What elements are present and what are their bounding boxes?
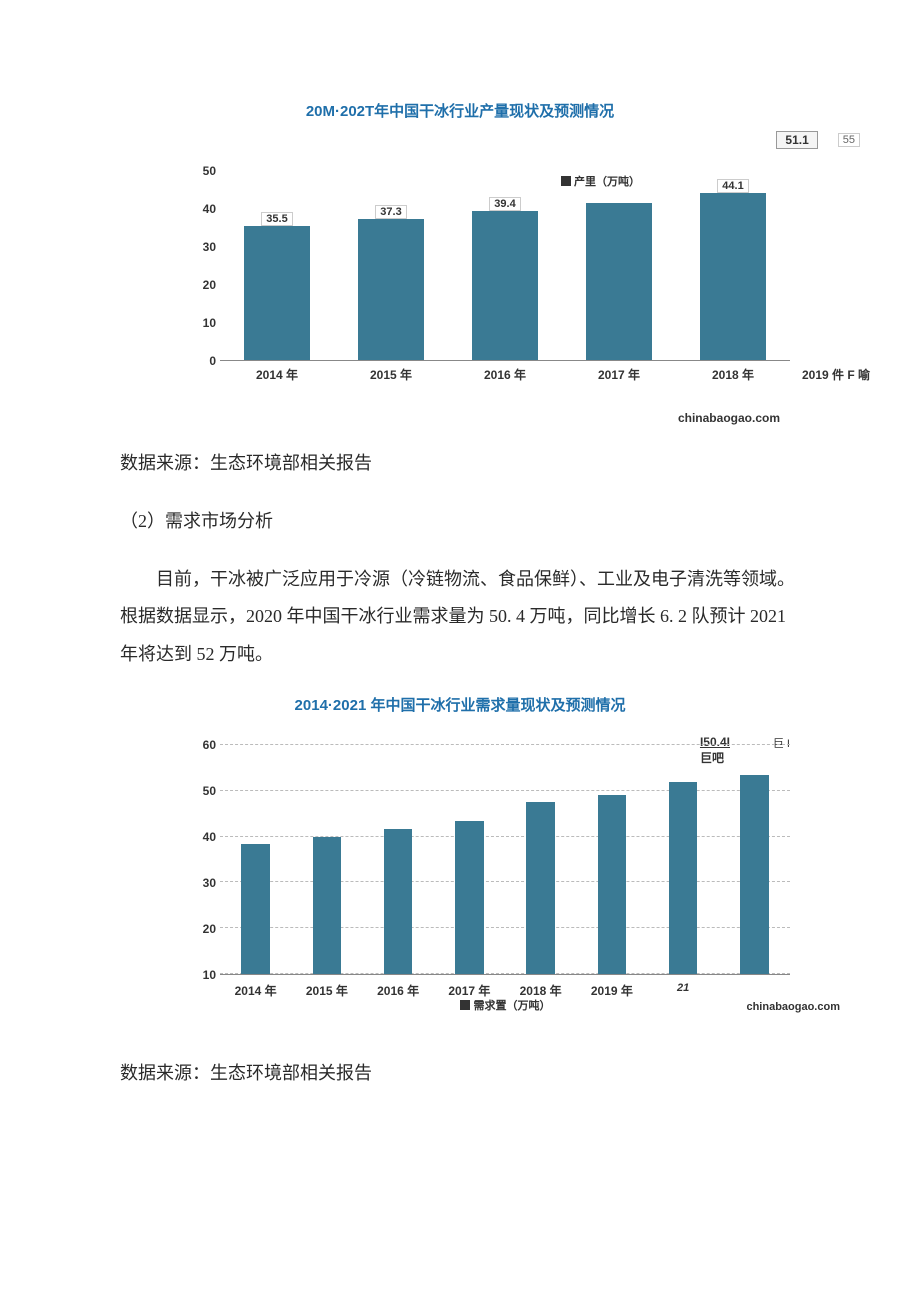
bar [526, 802, 555, 974]
bar-col [576, 745, 647, 974]
legend-text: 需求置（万吨） [474, 997, 551, 1013]
bar [472, 211, 538, 360]
ytick: 60 [188, 738, 216, 752]
bar [358, 219, 424, 360]
bar [586, 203, 652, 360]
bar-col [363, 745, 434, 974]
chart1-x-labels: 2014 年 2015 年 2016 年 2017 年 2018 年 [220, 366, 790, 383]
document-page: 20M·202T年中国干冰行业产量现状及预测情况 51.1 55 50 40 3… [0, 0, 920, 1193]
bar [241, 844, 270, 974]
ytick: 20 [188, 278, 216, 292]
ytick: 40 [188, 830, 216, 844]
bar [700, 193, 766, 360]
ytick: 0 [188, 354, 216, 368]
chart1-float-labels: 51.1 55 [776, 131, 860, 149]
bar-col: 44.1 [676, 171, 790, 360]
float-label-1: 55 [838, 133, 860, 147]
chart1-x-extra: 2019 件 F 喻 [802, 366, 870, 383]
bar-col [719, 745, 790, 974]
chart2-y-axis: 60 50 40 30 20 10 [190, 745, 218, 975]
bar-col: 37.3 [334, 171, 448, 360]
ytick: 50 [188, 164, 216, 178]
x-label: 2016 年 [448, 366, 562, 383]
ytick: 40 [188, 202, 216, 216]
bar [455, 821, 484, 974]
bar-col: 39.4 [448, 171, 562, 360]
source-text-1: 数据来源：生态环境部相关报告 [120, 445, 800, 483]
bar [313, 837, 342, 974]
chart2-bars [220, 745, 790, 974]
bar-value: 37.3 [375, 205, 406, 219]
chart1: 51.1 55 50 40 30 20 10 0 产里（万吨） 35.5 37. [180, 141, 800, 401]
ytick: 20 [188, 922, 216, 936]
bar-col [220, 745, 291, 974]
chart1-watermark: chinabaogao.com [120, 411, 800, 425]
chart2-watermark: chinabaogao.com [746, 1001, 840, 1013]
chart1-plot: 产里（万吨） 35.5 37.3 39.4 [220, 171, 790, 361]
ytick: 10 [188, 316, 216, 330]
float-label-0: 51.1 [776, 131, 817, 149]
ytick: 50 [188, 784, 216, 798]
x-label: 2015 年 [334, 366, 448, 383]
bar-col [562, 171, 676, 360]
chart2-legend: 需求置（万吨） [220, 997, 790, 1013]
bar [244, 226, 310, 360]
bar [740, 775, 769, 974]
bar-col [648, 745, 719, 974]
x-label: 2018 年 [676, 366, 790, 383]
paragraph-2: 目前，干冰被广泛应用于冷源（冷链物流、食品保鲜）、工业及电子清洗等领域。根据数据… [120, 561, 800, 674]
bar [384, 829, 413, 974]
bar-value: 35.5 [261, 212, 292, 226]
chart1-title: 20M·202T年中国干冰行业产量现状及预测情况 [120, 100, 800, 121]
chart2-plot [220, 745, 790, 975]
ytick: 30 [188, 240, 216, 254]
chart1-y-axis: 50 40 30 20 10 0 [190, 171, 218, 361]
chart1-bars: 35.5 37.3 39.4 44.1 [220, 171, 790, 360]
chart2: 60 50 40 30 20 10 I50.4I 巨吧 巨 I [180, 735, 800, 1015]
bar [669, 782, 698, 974]
bar-value: 39.4 [489, 197, 520, 211]
bar-value: 44.1 [717, 179, 748, 193]
chart2-title: 2014·2021 年中国干冰行业需求量现状及预测情况 [120, 694, 800, 715]
bar-col [505, 745, 576, 974]
x-label: 2017 年 [562, 366, 676, 383]
bar-col: 35.5 [220, 171, 334, 360]
ytick: 30 [188, 876, 216, 890]
source-text-2: 数据来源：生态环境部相关报告 [120, 1055, 800, 1093]
bar [598, 795, 627, 974]
ytick: 10 [188, 968, 216, 982]
bar-col [434, 745, 505, 974]
legend-swatch-icon [460, 1000, 470, 1010]
section-heading-2: （2）需求市场分析 [120, 503, 800, 541]
x-label: 2014 年 [220, 366, 334, 383]
bar-col [291, 745, 362, 974]
